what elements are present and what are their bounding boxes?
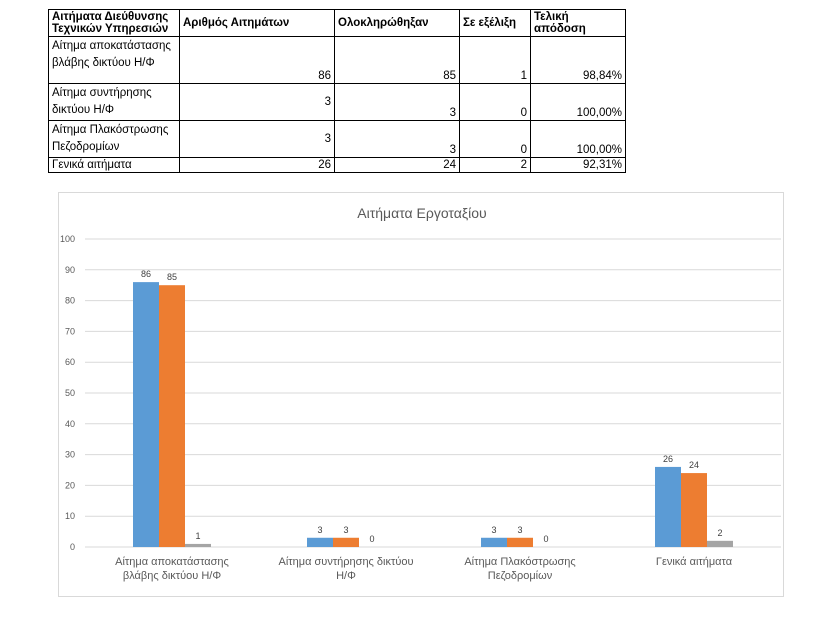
cell-efficiency: 98,84% (530, 36, 626, 84)
bar (333, 537, 359, 547)
header-completed: Ολοκληρώθηξαν (334, 9, 460, 37)
x-category-label-line: Αίτημα συντήρησης δικτύου (279, 556, 414, 568)
x-category-label-line: Αίτημα αποκατάστασης (115, 556, 229, 568)
bar-value-label: 3 (517, 525, 522, 535)
y-tick-label: 50 (65, 388, 75, 398)
x-category-label-line: Η/Φ (336, 570, 356, 582)
table-row: Αίτημα Πλακόστρωσης Πεζοδρομίων 3 3 0 10… (48, 120, 626, 158)
bar (507, 537, 533, 547)
bar (307, 537, 333, 547)
cell-completed: 85 (334, 36, 460, 84)
x-category-label-line: Αίτημα Πλακόστρωσης (464, 556, 575, 568)
cell-total: 3 (179, 120, 335, 158)
data-labels: 86 85 1 3 3 0 3 3 0 26 24 2 (141, 269, 723, 544)
header-in-progress: Σε εξέλιξη (459, 9, 531, 37)
bar-chart: Αιτήματα Εργοταξίου 0 10 20 30 40 50 60 70 80 90 1… (58, 192, 784, 597)
y-tick-label: 0 (70, 542, 75, 552)
table-row: Γενικά αιτήματα 26 24 2 92,31% (48, 157, 626, 173)
requests-table: Αιτήματα Διεύθυνσης Τεχνικών Υπηρεσιών Α… (48, 9, 626, 173)
table-header-row: Αιτήματα Διεύθυνσης Τεχνικών Υπηρεσιών Α… (48, 9, 626, 37)
row-label: Αίτημα Πλακόστρωσης Πεζοδρομίων (48, 120, 180, 158)
y-tick-label: 10 (65, 511, 75, 521)
x-category-label-line: Πεζοδρομίων (488, 570, 553, 582)
cell-completed: 3 (334, 120, 460, 158)
table-row: Αίτημα συντήρησης δικτύου Η/Φ 3 3 0 100,… (48, 83, 626, 121)
bar-value-label: 2 (717, 528, 722, 538)
x-category-label: Αίτημα συντήρησης δικτύου Η/Φ (279, 556, 414, 582)
bar-value-label: 3 (491, 525, 496, 535)
category-labels: Αίτημα αποκατάστασης βλάβης δικτύου Η/ΦΑί… (115, 556, 733, 582)
chart-svg: Αιτήματα Εργοταξίου 01020304050607080901… (60, 205, 781, 582)
bar (707, 540, 733, 547)
y-tick-label: 100 (60, 234, 75, 244)
y-tick-label: 60 (65, 357, 75, 367)
cell-in-progress: 0 (459, 120, 531, 158)
bar (481, 537, 507, 547)
gridlines (85, 238, 781, 548)
y-tick-label: 30 (65, 450, 75, 460)
bar-value-label: 26 (663, 454, 673, 464)
bar-value-label: 24 (689, 460, 699, 470)
x-category-label-line: Γενικά αιτήματα (656, 556, 733, 568)
cell-total: 26 (179, 157, 335, 173)
bar-value-label: 85 (167, 272, 177, 282)
bar (655, 466, 681, 547)
bar (133, 282, 159, 547)
bar (159, 285, 185, 547)
y-tick-label: 90 (65, 265, 75, 275)
bar-value-label: 86 (141, 269, 151, 279)
bar-value-label: 3 (317, 525, 322, 535)
cell-in-progress: 1 (459, 36, 531, 84)
row-label: Γενικά αιτήματα (48, 157, 180, 173)
x-category-label: Γενικά αιτήματα (656, 556, 733, 568)
cell-efficiency: 100,00% (530, 120, 626, 158)
header-category: Αιτήματα Διεύθυνσης Τεχνικών Υπηρεσιών (48, 9, 180, 37)
bar-value-label: 0 (369, 534, 374, 544)
table-row: Αίτημα αποκατάστασης βλάβης δικτύου Η/Φ … (48, 36, 626, 84)
cell-in-progress: 0 (459, 83, 531, 121)
bar (185, 543, 211, 547)
row-label: Αίτημα αποκατάστασης βλάβης δικτύου Η/Φ (48, 36, 180, 84)
x-category-label-line: βλάβης δικτύου Η/Φ (123, 570, 221, 582)
bar (681, 473, 707, 547)
bar-value-label: 3 (343, 525, 348, 535)
x-category-label: Αίτημα αποκατάστασης βλάβης δικτύου Η/Φ (115, 556, 229, 582)
y-axis-ticks: 0 10 20 30 40 50 60 70 80 90 100 (60, 234, 75, 552)
y-tick-label: 70 (65, 326, 75, 336)
cell-in-progress: 2 (459, 157, 531, 173)
x-category-label: Αίτημα Πλακόστρωσης Πεζοδρομίων (464, 556, 575, 582)
row-label: Αίτημα συντήρησης δικτύου Η/Φ (48, 83, 180, 121)
y-tick-label: 80 (65, 296, 75, 306)
chart-title: Αιτήματα Εργοταξίου (357, 205, 486, 221)
header-efficiency: Τελική απόδοση (530, 9, 626, 37)
bar-value-label: 0 (543, 534, 548, 544)
y-tick-label: 40 (65, 419, 75, 429)
cell-efficiency: 100,00% (530, 83, 626, 121)
cell-completed: 24 (334, 157, 460, 173)
cell-efficiency: 92,31% (530, 157, 626, 173)
cell-total: 86 (179, 36, 335, 84)
y-tick-label: 20 (65, 480, 75, 490)
header-total: Αριθμός Αιτημάτων (179, 9, 335, 37)
cell-total: 3 (179, 83, 335, 121)
bars (133, 282, 733, 547)
bar-value-label: 1 (195, 531, 200, 541)
cell-completed: 3 (334, 83, 460, 121)
